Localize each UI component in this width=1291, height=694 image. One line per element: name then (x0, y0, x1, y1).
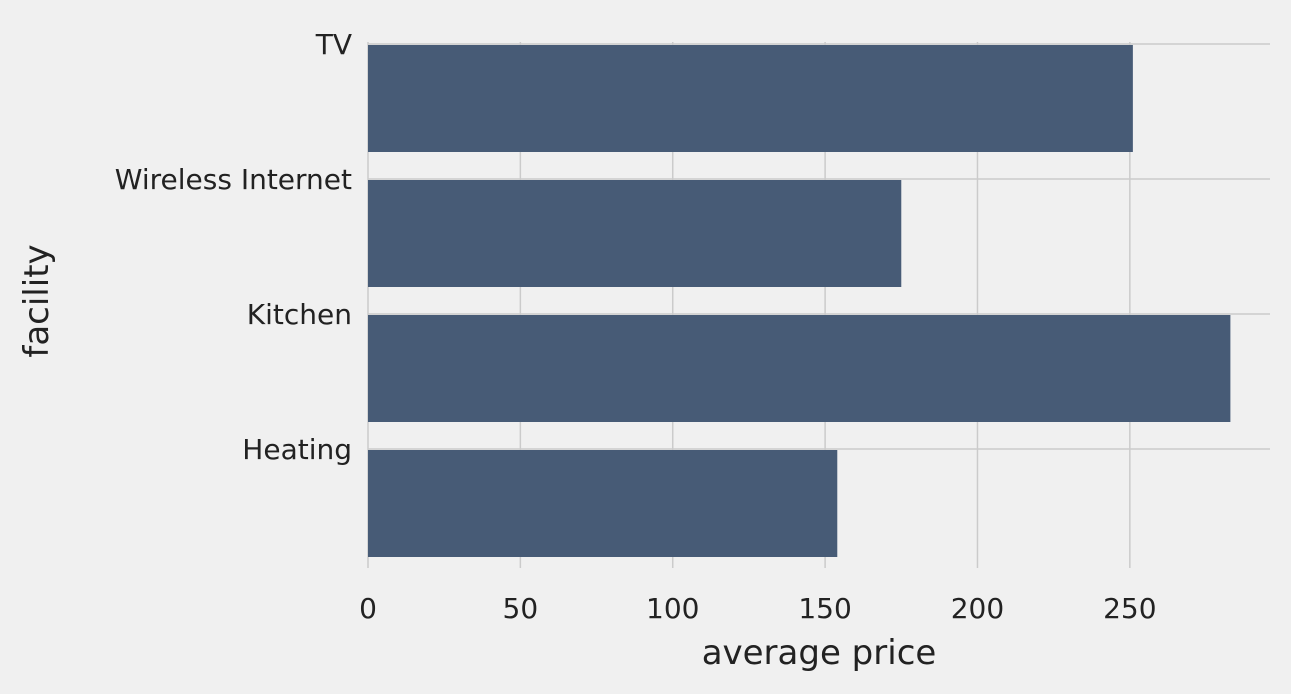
bar (368, 315, 1231, 422)
x-tick-label: 50 (503, 592, 539, 625)
bar (368, 180, 902, 287)
bar (368, 450, 838, 557)
y-tick-label: TV (315, 28, 352, 61)
x-tick-labels: 0 50 100 150 200 250 (359, 592, 1156, 625)
x-tick-label: 100 (646, 592, 699, 625)
y-tick-label: Heating (242, 433, 352, 466)
x-tick-label: 200 (951, 592, 1004, 625)
y-axis-label: facility (17, 244, 57, 357)
y-tick-label: Wireless Internet (115, 163, 352, 196)
bars (368, 45, 1231, 557)
bar (368, 45, 1133, 152)
y-tick-label: Kitchen (247, 298, 352, 331)
x-tick-label: 0 (359, 592, 377, 625)
x-tick-label: 150 (798, 592, 851, 625)
y-tick-labels: TV Wireless Internet Kitchen Heating (115, 28, 352, 466)
x-tick-label: 250 (1103, 592, 1156, 625)
x-axis-label: average price (702, 633, 937, 673)
